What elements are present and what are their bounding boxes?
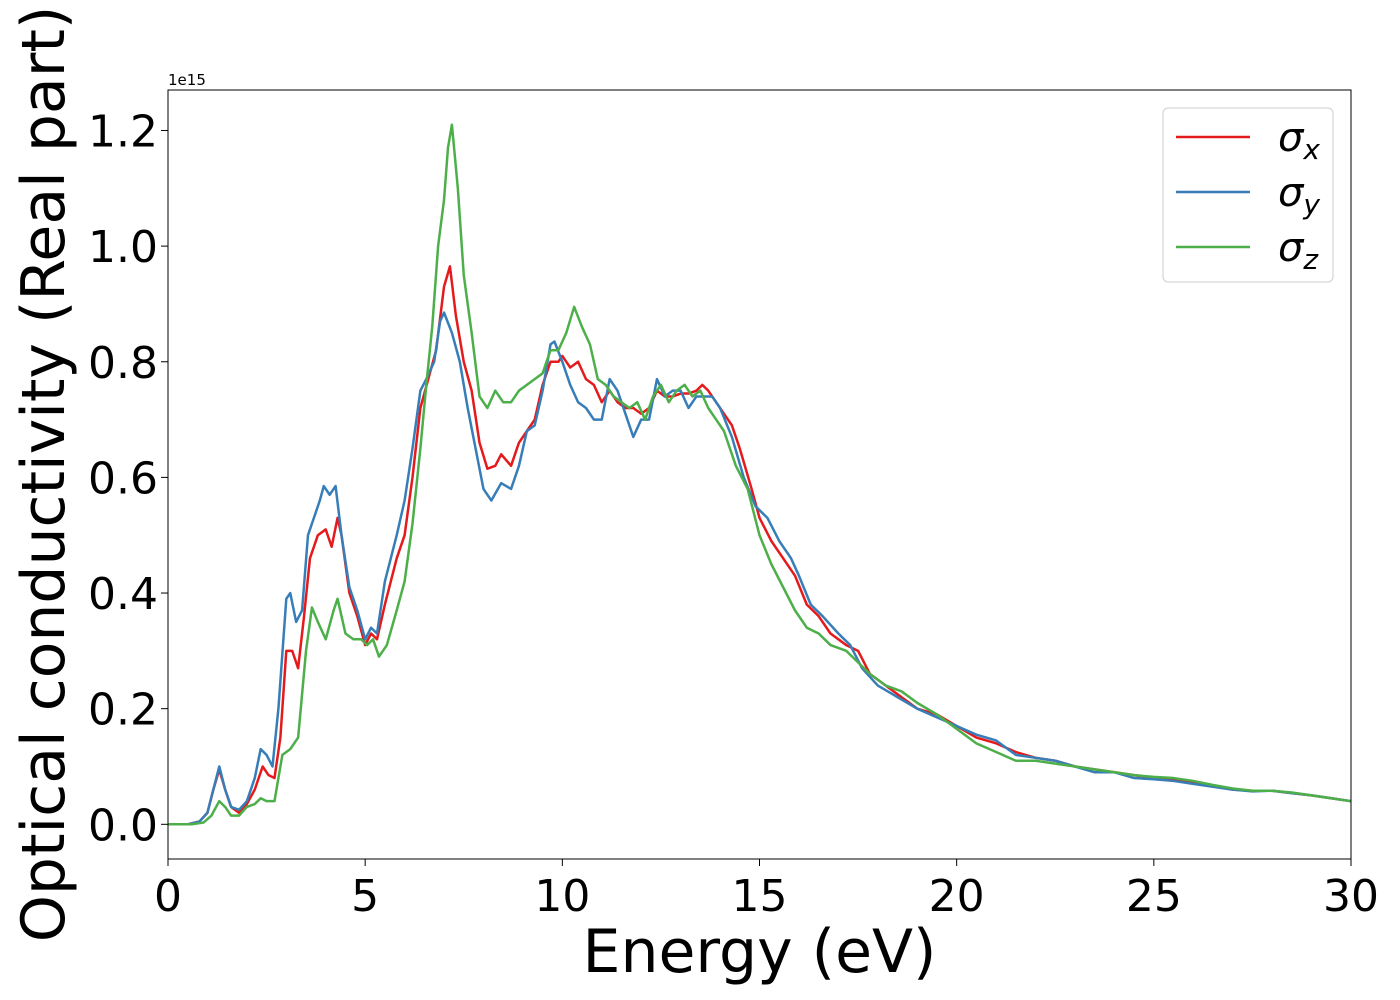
plot-area [168, 90, 1351, 859]
legend-label-z: σz [1278, 225, 1319, 276]
legend-label-x: σx [1278, 115, 1320, 166]
x-tick-label: 15 [732, 871, 788, 922]
series-layer [168, 123, 1352, 826]
x-tick-label: 30 [1323, 871, 1379, 922]
x-tick-label: 0 [154, 871, 182, 922]
x-tick-label: 5 [351, 871, 379, 922]
x-tick-label: 25 [1126, 871, 1182, 922]
y-tick-label: 0.8 [88, 338, 158, 389]
series-line-x [168, 265, 1352, 826]
y-tick-label: 1.2 [88, 106, 158, 157]
y-tick-label: 0.0 [88, 800, 158, 851]
x-tick-label: 10 [534, 871, 590, 922]
legend-label-y: σy [1278, 170, 1320, 221]
y-tick-label: 0.6 [88, 453, 158, 504]
y-tick-label: 0.4 [88, 569, 158, 620]
y-tick-label: 0.2 [88, 685, 158, 736]
legend-box [1162, 107, 1334, 283]
y-offset-label: 1e15 [168, 71, 206, 89]
x-tick-label: 20 [929, 871, 985, 922]
x-axis-label: Energy (eV) [583, 917, 937, 987]
series-line-z [168, 123, 1352, 826]
y-axis-ticks: 0.0 0.2 0.4 0.6 0.8 1.0 1.2 [88, 106, 168, 851]
series-line-y [168, 311, 1352, 826]
x-axis-ticks: 0 5 10 15 20 25 30 [154, 859, 1379, 922]
y-axis-label: Optical conductivity (Real part) [9, 6, 79, 943]
y-tick-label: 1.0 [88, 222, 158, 273]
